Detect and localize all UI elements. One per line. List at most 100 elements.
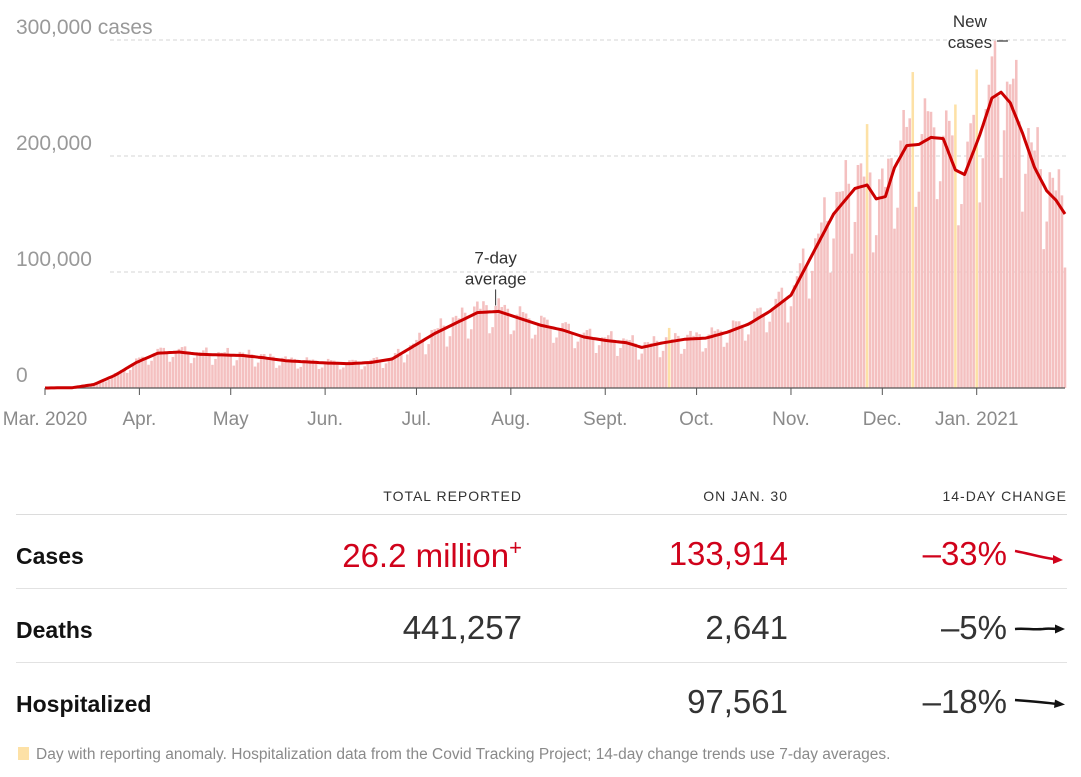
daily-bar [944,110,948,388]
daily-bar [740,324,744,388]
daily-bar [801,248,805,388]
daily-bar [573,348,577,388]
deaths-trend-flat-arrow-icon [1014,624,1065,634]
daily-bar [877,179,881,388]
daily-bar [990,56,994,388]
daily-bar [941,135,945,388]
daily-bar [308,359,312,388]
daily-bar [704,348,707,388]
daily-bar [899,140,902,388]
x-tick-label: May [213,409,249,430]
daily-bar [664,337,668,388]
daily-bar [689,330,692,388]
daily-bar [734,321,738,388]
daily-bar [168,361,172,388]
x-tick-label: Jan. 2021 [935,409,1018,430]
daily-bar [415,339,418,388]
daily-bar [658,357,662,388]
row-label: Hospitalized [16,691,152,717]
daily-bar [1030,142,1033,388]
anomaly-bar [865,124,869,388]
daily-bar [905,126,908,389]
daily-bar [345,363,348,388]
daily-bar [777,291,781,388]
daily-bar [527,318,531,388]
daily-bar [725,342,729,388]
daily-bar [314,360,318,388]
daily-bar [116,371,120,388]
daily-bar [789,306,793,388]
daily-bar [576,341,580,388]
daily-bar [716,329,720,388]
daily-bar [430,330,433,388]
daily-bar [561,323,564,388]
daily-bar [110,376,114,388]
y-tick-label: 100,000 [16,248,92,271]
daily-bar [1002,130,1006,388]
daily-bar [354,360,357,388]
daily-bar [360,369,363,388]
daily-bar [1021,211,1024,388]
daily-bar [454,315,458,388]
daily-bar [874,235,878,388]
daily-bar [180,347,184,388]
daily-bar [205,347,208,388]
daily-bar [506,308,510,388]
daily-bar [351,359,354,388]
daily-bar [533,334,537,388]
daily-bar [722,346,726,388]
daily-bar [902,109,905,389]
daily-bar [938,181,942,388]
daily-bar [253,366,257,388]
daily-bar [546,319,549,388]
annotation-text: 7-day [474,248,517,267]
daily-bar [530,338,534,388]
daily-bar [125,372,129,388]
daily-bar [174,351,178,388]
daily-bar [241,352,245,388]
daily-bar [707,334,711,388]
daily-bar [390,356,394,388]
daily-bar [868,172,872,388]
daily-bar [923,98,927,388]
daily-bar [262,354,266,388]
daily-bar [384,363,388,388]
daily-bar [403,362,406,388]
daily-bar [917,191,921,388]
deaths-change: –5% [940,609,1007,646]
x-tick-label: Jun. [307,409,343,430]
footnote: Day with reporting anomaly. Hospitalizat… [18,746,890,764]
daily-bar [229,353,233,388]
daily-bar [999,177,1003,388]
daily-bar [220,352,223,388]
daily-bar [473,306,476,388]
daily-bar [329,360,333,388]
x-tick-label: Oct. [679,409,714,430]
daily-bar [549,326,552,388]
daily-bar [287,359,290,388]
table-header: TOTAL REPORTED ON JAN. 30 14-DAY CHANGE [16,480,1067,515]
daily-bar [844,160,848,388]
daily-bar [1060,195,1064,388]
daily-bar [853,221,857,388]
daily-bar [183,346,187,388]
daily-bar [159,347,162,388]
row-label: Deaths [16,617,93,643]
daily-bar [597,345,601,388]
anomaly-bar [975,69,978,388]
daily-bar [613,340,616,388]
daily-bar [305,357,309,388]
daily-bar [926,111,930,388]
daily-bar [637,359,641,388]
daily-bar [1039,169,1042,388]
daily-bar [570,333,574,388]
daily-bar [223,352,226,388]
daily-bar [698,334,701,388]
daily-bar [786,322,790,388]
daily-bar [929,111,933,388]
daily-bar [978,202,982,388]
daily-bar [387,358,391,388]
anomaly-bar [911,72,915,388]
daily-bar [856,164,860,388]
daily-bar [512,330,516,388]
